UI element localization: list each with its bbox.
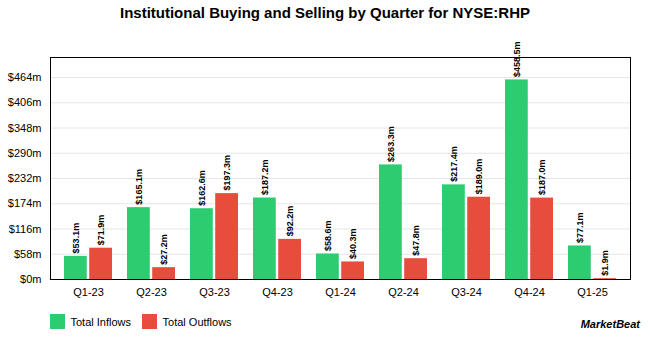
svg-text:$92.2m: $92.2m xyxy=(285,206,295,237)
svg-text:$290m: $290m xyxy=(8,147,42,159)
svg-text:$0m: $0m xyxy=(20,273,41,285)
svg-text:$47.8m: $47.8m xyxy=(411,225,421,256)
svg-text:Q3-24: Q3-24 xyxy=(451,286,482,298)
svg-text:$187.2m: $187.2m xyxy=(260,159,270,195)
svg-text:$197.3m: $197.3m xyxy=(222,155,232,191)
html-text:Total Outflows: Total Outflows xyxy=(162,315,232,328)
svg-text:$187.0m: $187.0m xyxy=(537,160,547,196)
svg-text:$58m: $58m xyxy=(14,248,42,260)
svg-text:$217.4m: $217.4m xyxy=(449,146,459,182)
svg-text:Q4-23: Q4-23 xyxy=(262,286,293,298)
svg-text:$162.6m: $162.6m xyxy=(197,170,207,206)
html-text:Institutional Buying and Selli: Institutional Buying and Selling by Quar… xyxy=(120,4,530,21)
svg-text:$263.3m: $263.3m xyxy=(386,126,396,162)
svg-text:$458.5m: $458.5m xyxy=(512,41,522,77)
svg-text:$53.1m: $53.1m xyxy=(71,223,81,254)
svg-text:$348m: $348m xyxy=(8,122,42,134)
svg-text:$77.1m: $77.1m xyxy=(575,212,585,243)
svg-text:$1.9m: $1.9m xyxy=(600,250,610,276)
svg-text:Q2-23: Q2-23 xyxy=(136,286,167,298)
svg-text:$174m: $174m xyxy=(8,197,42,209)
html-text:Total Inflows: Total Inflows xyxy=(70,315,131,328)
svg-text:$165.1m: $165.1m xyxy=(134,169,144,205)
svg-text:$464m: $464m xyxy=(8,71,42,83)
svg-text:$116m: $116m xyxy=(9,223,42,235)
svg-text:$406m: $406m xyxy=(8,96,42,108)
html-text:MarketBeat: MarketBeat xyxy=(580,318,640,331)
svg-text:Q1-23: Q1-23 xyxy=(73,286,104,298)
svg-text:Q1-24: Q1-24 xyxy=(325,286,356,298)
svg-text:$189.0m: $189.0m xyxy=(474,159,484,195)
svg-text:$27.2m: $27.2m xyxy=(159,234,169,265)
svg-text:$58.6m: $58.6m xyxy=(323,220,333,251)
svg-text:$232m: $232m xyxy=(8,172,42,184)
svg-text:Q3-23: Q3-23 xyxy=(199,286,230,298)
svg-text:$40.3m: $40.3m xyxy=(348,228,358,259)
svg-text:Q4-24: Q4-24 xyxy=(514,286,545,298)
svg-text:Q1-25: Q1-25 xyxy=(577,286,608,298)
svg-text:$71.9m: $71.9m xyxy=(96,215,106,246)
svg-text:Q2-24: Q2-24 xyxy=(388,286,419,298)
